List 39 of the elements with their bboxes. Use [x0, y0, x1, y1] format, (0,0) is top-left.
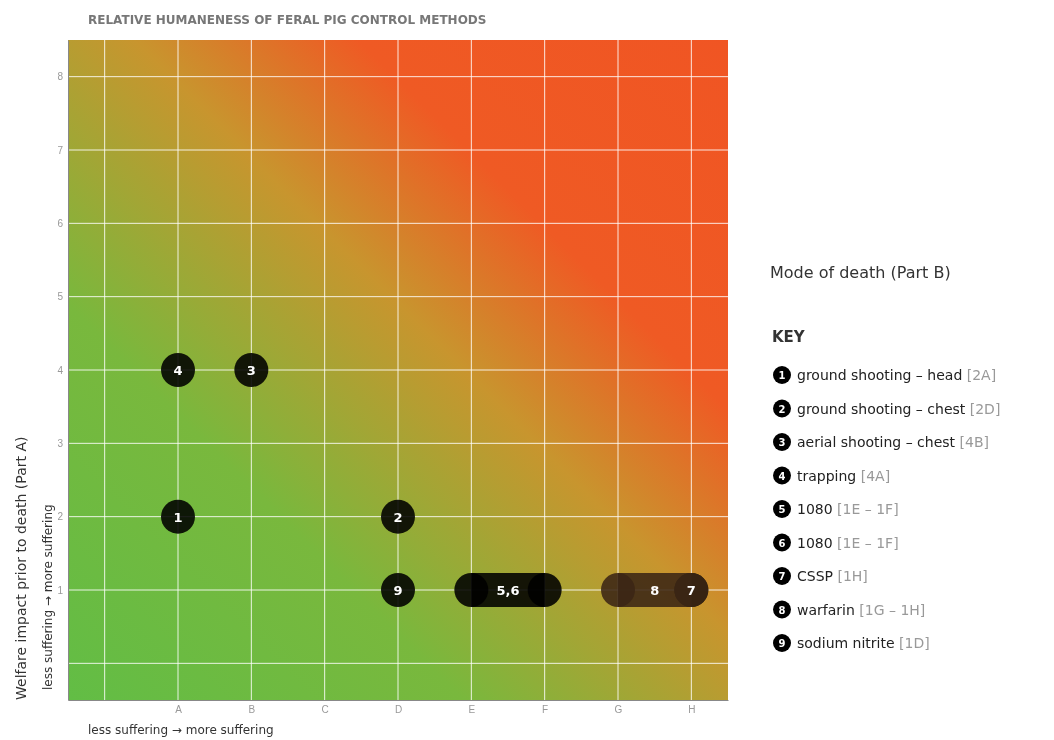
x-tick-label: C: [321, 704, 329, 716]
x-tick-label: B: [248, 704, 256, 716]
y-tick-label: 2: [57, 511, 64, 523]
series-label: 9: [393, 583, 403, 598]
text: 4 trapping [4A]: [778, 467, 891, 484]
series-label: 8: [650, 583, 660, 598]
text: 6 1080 [1E – 1F]: [778, 534, 899, 551]
y-axis-title: Welfare impact prior to death (Part A): [13, 436, 29, 700]
y-tick-label: 8: [57, 71, 64, 83]
y-tick-label: 4: [57, 364, 64, 376]
x-axis-title: Mode of death (Part B): [770, 263, 951, 282]
text: less suffering → more suffering: [88, 723, 274, 737]
chart-title: RELATIVE HUMANENESS OF FERAL PIG CONTROL METHODS: [88, 13, 487, 27]
y-tick-label: 1: [57, 584, 64, 596]
series-label: 3: [246, 363, 256, 378]
y-tick-label: 5: [57, 291, 64, 303]
series-label: 5,6: [496, 583, 520, 598]
text: 5 1080 [1E – 1F]: [778, 501, 899, 517]
text: 1 ground shooting – head [2A]: [778, 367, 997, 383]
x-tick-label: D: [394, 704, 403, 716]
x-tick-label: G: [614, 704, 623, 716]
text: KEY: [772, 328, 806, 346]
text: 3 aerial shooting – chest [4B]: [778, 434, 989, 450]
series-label: 2: [393, 509, 403, 525]
y-tick-label: 6: [57, 218, 64, 230]
x-tick-label: A: [175, 704, 183, 716]
y-tick-label: 7: [57, 144, 64, 156]
text: 9 sodium nitrite [1D]: [778, 635, 930, 651]
series-label: 1: [173, 509, 183, 525]
text: 2 ground shooting – chest [2D]: [778, 400, 1001, 417]
x-tick-label: E: [468, 704, 476, 716]
x-tick-label: F: [542, 704, 549, 716]
x-tick-label: H: [688, 704, 696, 716]
series-label: 7: [686, 583, 696, 598]
text: less suffering → more suffering: [41, 504, 55, 690]
series-label: 4: [173, 363, 183, 378]
text: 8 warfarin [1G – 1H]: [778, 601, 926, 618]
text: 7 CSSP [1H]: [778, 568, 868, 584]
y-tick-label: 3: [57, 438, 64, 450]
